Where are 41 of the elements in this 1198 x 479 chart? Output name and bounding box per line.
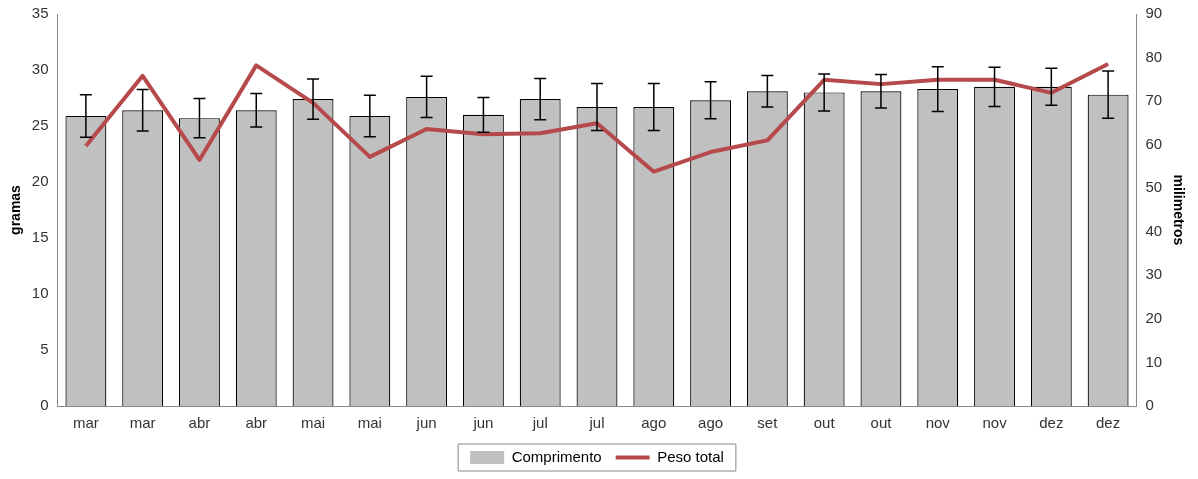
x-tick-label: jul — [531, 414, 548, 432]
x-tick-label: dez — [1039, 414, 1064, 432]
x-tick-label: mai — [300, 414, 326, 432]
x-tick-label: mar — [129, 414, 156, 432]
y2-tick-label: 70 — [1145, 91, 1163, 109]
x-tick-label: mai — [357, 414, 382, 432]
y-tick-label: 5 — [40, 340, 49, 358]
x-tick-label: ago — [698, 414, 724, 432]
y2-tick-label: 50 — [1145, 178, 1163, 196]
y2-tick-label: 60 — [1145, 134, 1163, 152]
x-tick-label: abr — [188, 414, 211, 432]
y-tick-label: 10 — [31, 284, 49, 302]
x-tick-label: set — [757, 414, 779, 432]
x-tick-label: mar — [72, 414, 99, 432]
y-axis-title: gramas — [7, 184, 24, 235]
y-tick-label: 0 — [40, 396, 49, 414]
y2-tick-label: 80 — [1145, 47, 1163, 65]
y-tick-label: 25 — [31, 116, 49, 134]
y2-tick-label: 10 — [1145, 352, 1163, 370]
y2-tick-label: 40 — [1145, 221, 1163, 239]
y-tick-label: 15 — [31, 228, 49, 246]
x-tick-label: abr — [245, 414, 268, 432]
y-tick-label: 20 — [31, 172, 49, 190]
x-tick-label: ago — [641, 414, 667, 432]
y-tick-label: 30 — [31, 60, 49, 78]
x-tick-label: nov — [925, 414, 951, 432]
legend-label: Comprimento — [511, 447, 602, 465]
x-tick-label: out — [813, 414, 836, 432]
x-tick-label: jul — [588, 414, 605, 432]
x-tick-label: nov — [982, 414, 1008, 432]
y2-tick-label: 0 — [1145, 396, 1154, 414]
x-tick-label: jun — [415, 414, 437, 432]
legend-label: Peso total — [657, 447, 724, 465]
y2-tick-label: 30 — [1145, 265, 1163, 283]
x-tick-label: dez — [1096, 414, 1121, 432]
x-tick-label: jun — [472, 414, 494, 432]
y2-tick-label: 90 — [1145, 4, 1163, 22]
y2-tick-label: 20 — [1145, 309, 1163, 327]
y-tick-label: 35 — [31, 4, 49, 22]
y2-axis-title: milimetros — [1170, 174, 1187, 246]
x-tick-label: out — [870, 414, 893, 432]
